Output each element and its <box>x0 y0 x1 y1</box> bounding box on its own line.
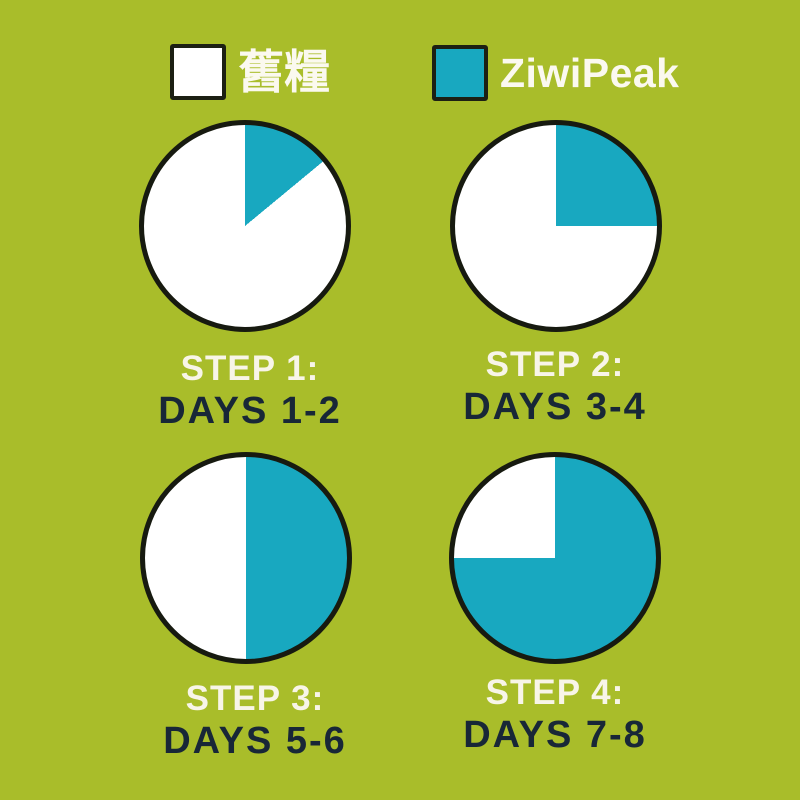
step-1-label: STEP 1: <box>180 349 320 388</box>
days-1-2-label: DAYS 1-2 <box>158 390 342 432</box>
days-3-4-label: DAYS 3-4 <box>463 386 647 428</box>
old-food-swatch <box>170 44 226 100</box>
caption-step-1: STEP 1: DAYS 1-2 <box>90 349 410 432</box>
days-7-8-label: DAYS 7-8 <box>463 714 647 756</box>
pie-chart-step-4 <box>449 452 661 664</box>
caption-step-4: STEP 4: DAYS 7-8 <box>395 673 715 756</box>
legend-item-ziwipeak: ZiwiPeak <box>432 45 679 101</box>
step-4-label: STEP 4: <box>485 673 625 712</box>
days-5-6-label: DAYS 5-6 <box>163 720 347 762</box>
pie-chart-step-1 <box>139 120 351 332</box>
pie-chart-step-2 <box>450 120 662 332</box>
pie-chart-step-3 <box>140 452 352 664</box>
caption-step-3: STEP 3: DAYS 5-6 <box>95 679 415 762</box>
step-3-label: STEP 3: <box>185 679 325 718</box>
step-2-label: STEP 2: <box>485 345 625 384</box>
legend-label-ziwipeak: ZiwiPeak <box>500 50 680 96</box>
ziwipeak-swatch <box>432 45 488 101</box>
legend-item-old-food: 舊糧 <box>170 44 330 100</box>
caption-step-2: STEP 2: DAYS 3-4 <box>395 345 715 428</box>
legend-label-old-food: 舊糧 <box>238 46 330 98</box>
